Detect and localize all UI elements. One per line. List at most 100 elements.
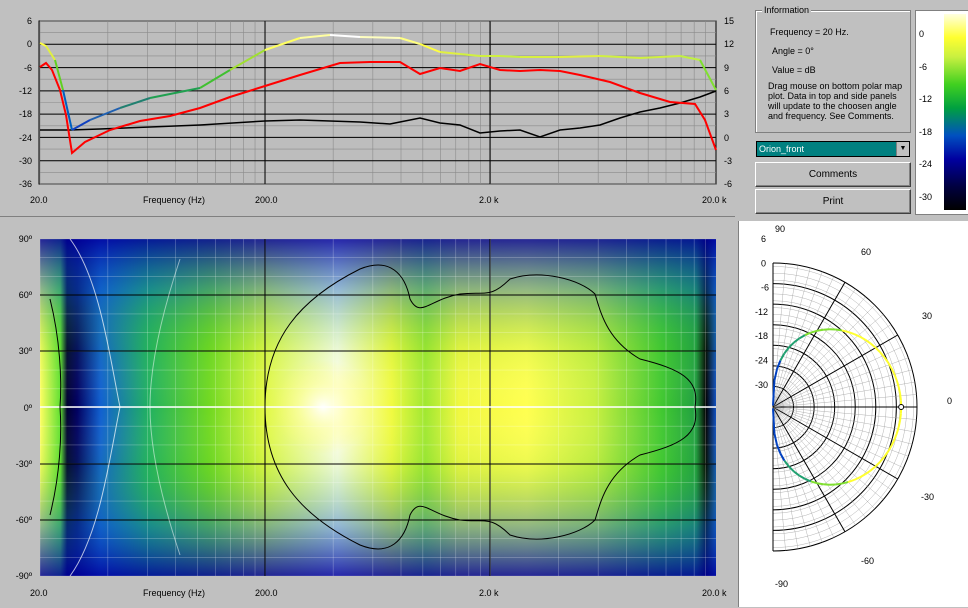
dataset-dropdown[interactable]: Orion_front ▼: [756, 141, 910, 157]
right-axis-tick: 12: [724, 39, 734, 49]
polar-curve-segment: [899, 420, 900, 427]
color-scale-tick: -12: [919, 94, 932, 104]
polar-curve-segment: [897, 427, 899, 433]
map-x-tick: 20.0: [30, 588, 48, 598]
left-axis-tick: -24: [0, 133, 32, 143]
polar-curve-segment: [900, 394, 901, 401]
map-y-tick: -60º: [0, 515, 32, 525]
map-x-tick: 200.0: [255, 588, 278, 598]
map-y-tick: 0º: [0, 403, 32, 413]
polar-curve-segment: [854, 477, 860, 480]
information-legend: Information: [762, 5, 811, 15]
top-x-tick: 200.0: [255, 195, 278, 205]
comments-button[interactable]: Comments: [755, 162, 911, 187]
right-axis-tick: -3: [724, 156, 732, 166]
top-x-axis-title: Frequency (Hz): [143, 195, 205, 205]
polar-angle-label: 0: [947, 396, 952, 406]
color-scale-tick: 0: [919, 29, 924, 39]
polar-radial-tick: -24: [755, 356, 768, 366]
polar-curve-segment: [860, 337, 866, 340]
color-scale-tick: -30: [919, 192, 932, 202]
polar-curve-segment: [848, 480, 854, 482]
color-scale: 0 -6 -12 -18 -24 -30: [915, 10, 968, 215]
polar-curve-segment: [899, 387, 900, 394]
polar-curve-segment: [894, 433, 896, 439]
polar-curve-segment: [773, 408, 774, 433]
map-y-tick: 30º: [0, 346, 32, 356]
left-axis-tick: -6: [0, 63, 32, 73]
polar-curve-segment: [799, 335, 805, 338]
polar-curve-segment: [836, 330, 842, 331]
polar-curve-segment: [860, 474, 866, 477]
left-axis-tick: -36: [0, 179, 32, 189]
map-x-tick: 2.0 k: [479, 588, 499, 598]
top-x-tick: 20.0 k: [702, 195, 727, 205]
polar-angle-label: 90: [775, 224, 785, 234]
right-axis-tick: -6: [724, 179, 732, 189]
polar-curve-segment: [894, 374, 896, 380]
map-x-axis-title: Frequency (Hz): [143, 588, 205, 598]
polar-curve-segment: [848, 332, 854, 334]
polar-curve-segment: [871, 344, 876, 348]
frequency-readout: Frequency = 20 Hz.: [770, 27, 849, 37]
right-axis-tick: 15: [724, 16, 734, 26]
left-axis-tick: 0: [0, 39, 32, 49]
left-axis-tick: -12: [0, 86, 32, 96]
polar-curve-segment: [805, 479, 811, 482]
polar-radial-tick: -6: [761, 283, 769, 293]
polar-radial-tick: -30: [755, 380, 768, 390]
color-scale-tick: -18: [919, 127, 932, 137]
top-x-tick: 2.0 k: [479, 195, 499, 205]
map-y-tick: -90º: [0, 571, 32, 581]
polar-angle-label: 30: [922, 311, 932, 321]
polar-angle-label: 60: [861, 247, 871, 257]
chevron-down-icon[interactable]: ▼: [896, 142, 909, 156]
polar-map-plot[interactable]: [40, 239, 716, 576]
polar-curve-segment: [817, 483, 823, 484]
information-group: Information Frequency = 20 Hz. Angle = 0…: [755, 10, 911, 133]
left-axis-tick: 6: [0, 16, 32, 26]
polar-curve-segment: [900, 414, 901, 421]
color-scale-tick: -6: [919, 62, 927, 72]
frequency-response-plot[interactable]: [0, 0, 750, 213]
top-x-tick: 20.0: [30, 195, 48, 205]
polar-curve-segment: [817, 330, 823, 331]
polar-radial-tick: -12: [755, 307, 768, 317]
angle-readout: Angle = 0°: [772, 46, 814, 56]
polar-curve-segment: [773, 381, 774, 406]
map-y-tick: 90º: [0, 234, 32, 244]
map-x-tick: 20.0 k: [702, 588, 727, 598]
right-axis-tick: 0: [724, 133, 729, 143]
color-scale-bar: [944, 14, 966, 210]
left-axis-tick: -30: [0, 156, 32, 166]
value-readout: Value = dB: [772, 65, 816, 75]
polar-radial-tick: 6: [761, 234, 766, 244]
right-axis-tick: 6: [724, 86, 729, 96]
polar-curve-segment: [836, 484, 842, 485]
right-axis-tick: 3: [724, 109, 729, 119]
print-button[interactable]: Print: [755, 189, 911, 214]
polar-curve-segment: [854, 334, 860, 337]
polar-curve-segment: [774, 433, 777, 444]
polar-curve-segment: [897, 381, 899, 387]
polar-radial-tick: 0: [761, 258, 766, 268]
polar-curve-segment: [799, 476, 805, 479]
dataset-selected-value: Orion_front: [757, 144, 804, 154]
polar-curve-segment: [774, 369, 777, 380]
right-axis-tick: 9: [724, 63, 729, 73]
polar-angle-label: -60: [861, 556, 874, 566]
polar-curve-segment: [871, 466, 876, 470]
polar-radial-tick: -18: [755, 331, 768, 341]
left-axis-tick: -18: [0, 109, 32, 119]
color-scale-tick: -24: [919, 159, 932, 169]
selection-marker[interactable]: [899, 405, 904, 410]
polar-angle-label: -90: [775, 579, 788, 589]
polar-angle-label: -30: [921, 492, 934, 502]
polar-curve-segment: [805, 333, 811, 336]
map-y-tick: -30º: [0, 459, 32, 469]
map-y-tick: 60º: [0, 290, 32, 300]
frequency-response-panel: 6 0 -6 -12 -18 -24 -30 -36 15 12 9 6 3 0 -3 -6 20.0 200…: [0, 0, 750, 213]
help-text: Drag mouse on bottom polar map plot. Dat…: [768, 81, 908, 121]
